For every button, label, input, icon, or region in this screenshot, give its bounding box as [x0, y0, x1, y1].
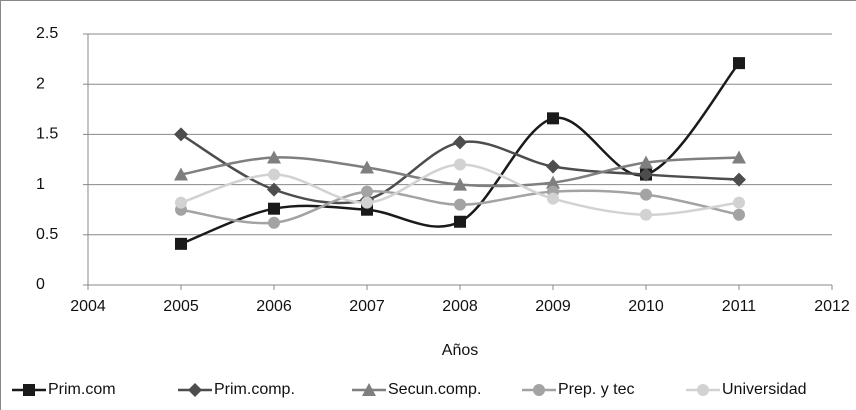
marker	[174, 127, 188, 142]
marker	[639, 167, 653, 182]
marker	[453, 135, 467, 150]
x-tick-label: 2009	[535, 298, 571, 315]
marker	[175, 237, 187, 250]
x-tick-label: 2008	[442, 298, 478, 315]
marker	[268, 216, 280, 229]
marker	[361, 185, 373, 198]
marker	[733, 57, 745, 70]
legend-marker	[188, 383, 202, 397]
legend-label: Universidad	[722, 381, 806, 398]
marker	[268, 202, 280, 215]
marker	[547, 192, 559, 205]
marker	[732, 172, 746, 187]
legend-label: Secun.comp.	[388, 381, 481, 398]
legend-marker	[697, 384, 709, 396]
legend-label: Prim.com	[48, 381, 116, 398]
marker	[639, 155, 653, 169]
y-tick-label: 1	[36, 176, 45, 193]
marker	[546, 159, 560, 174]
y-tick-label: 1.5	[36, 126, 58, 143]
y-tick-label: 2	[36, 75, 45, 92]
legend-item: Prim.com	[12, 381, 116, 398]
legend-item: Prep. y tec	[522, 381, 634, 398]
marker	[453, 177, 467, 191]
marker	[733, 208, 745, 221]
x-tick-label: 2007	[349, 298, 385, 315]
marker	[640, 208, 652, 221]
x-tick-label: 2005	[163, 298, 199, 315]
marker	[454, 198, 466, 211]
x-tick-label: 2006	[256, 298, 292, 315]
marker	[360, 160, 374, 174]
legend-item: Prim.comp.	[178, 381, 295, 398]
marker	[733, 196, 745, 209]
legend-item: Secun.comp.	[352, 381, 481, 398]
marker	[454, 158, 466, 171]
x-tick-label: 2012	[814, 298, 850, 315]
legend-item: Universidad	[686, 381, 806, 398]
marker	[361, 196, 373, 209]
legend-label: Prim.comp.	[214, 381, 295, 398]
marker	[640, 188, 652, 201]
marker	[547, 112, 559, 125]
y-tick-label: 2.5	[36, 25, 58, 42]
y-tick-label: 0.5	[36, 226, 58, 243]
legend-marker	[533, 384, 545, 396]
marker	[267, 150, 281, 164]
y-tick-label: 0	[36, 276, 45, 293]
legend-label: Prep. y tec	[558, 381, 634, 398]
x-tick-label: 2011	[722, 298, 757, 315]
marker	[546, 175, 560, 189]
x-tick-label: 2010	[628, 298, 664, 315]
marker	[454, 215, 466, 228]
marker	[175, 196, 187, 209]
x-tick-label: 2004	[70, 298, 106, 315]
legend-marker	[362, 383, 376, 396]
x-axis-label: Años	[442, 342, 478, 359]
marker	[267, 182, 281, 197]
marker	[174, 167, 188, 181]
marker	[268, 168, 280, 181]
marker	[732, 150, 746, 164]
legend-marker	[23, 384, 35, 396]
